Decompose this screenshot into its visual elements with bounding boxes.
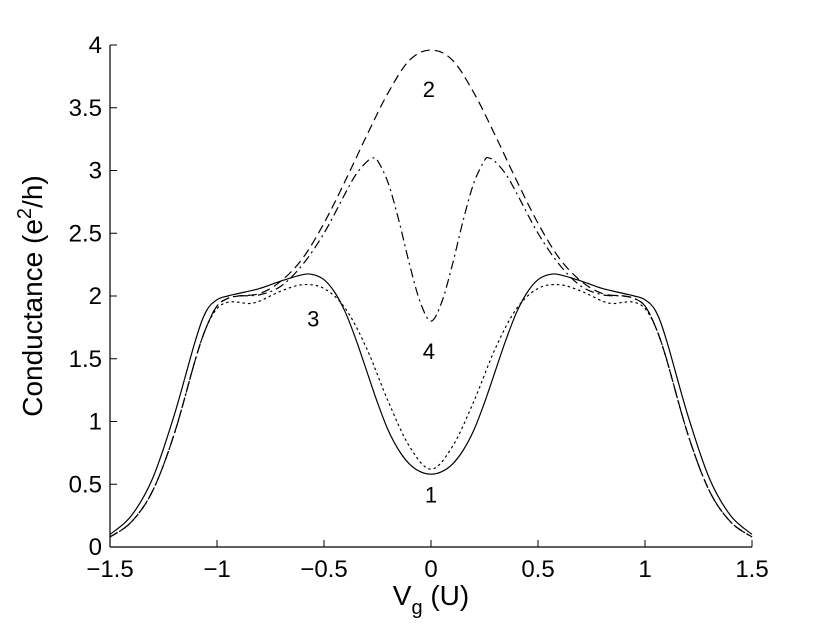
series-line-1-solid — [109, 273, 753, 535]
x-tick-label: 0.5 — [521, 556, 554, 583]
y-axis-label: Conductance (e2/h) — [14, 175, 48, 417]
x-tick-label: −1 — [203, 556, 230, 583]
y-tick-label: 0 — [89, 534, 102, 561]
y-tick-label: 2.5 — [69, 220, 102, 247]
x-axis-label: Vg (U) — [393, 580, 469, 619]
curve-label-2: 2 — [423, 77, 435, 102]
y-tick-label: 0.5 — [69, 471, 102, 498]
y-tick-label: 1 — [89, 409, 102, 436]
annotations-group: 1 2 3 4 — [307, 77, 437, 507]
curve-label-3: 3 — [307, 307, 319, 332]
y-axis-label-main: Conductance (e — [17, 219, 48, 417]
series-line-3-dotted — [109, 283, 753, 538]
y-tick-label: 4 — [89, 32, 102, 59]
series-line-2-dashed — [109, 49, 753, 538]
x-axis-label-subscript: g — [411, 597, 422, 619]
x-tick-label: 0 — [424, 556, 437, 583]
x-ticks-group: −1.5 −1 −0.5 0 0.5 1 1.5 — [86, 540, 769, 583]
y-tick-label: 3 — [89, 158, 102, 185]
y-axis-label-superscript: 2 — [14, 208, 36, 219]
x-tick-label: 1 — [638, 556, 651, 583]
y-ticks-group: 0 0.5 1 1.5 2 2.5 3 3.5 4 — [69, 32, 117, 561]
y-tick-label: 2 — [89, 283, 102, 310]
x-axis-label-main: V — [393, 580, 412, 611]
x-tick-label: 1.5 — [735, 556, 768, 583]
x-tick-label: −0.5 — [300, 556, 347, 583]
curve-label-1: 1 — [425, 482, 437, 507]
axes-group — [109, 45, 752, 548]
y-tick-label: 3.5 — [69, 95, 102, 122]
curves-group — [109, 49, 753, 538]
series-line-4-dashdot — [109, 156, 753, 538]
x-axis-label-unit: (U) — [423, 580, 470, 611]
y-axis-label-unit: /h) — [17, 175, 48, 208]
x-tick-label: −1.5 — [86, 556, 133, 583]
curve-label-4: 4 — [423, 339, 435, 364]
y-tick-label: 1.5 — [69, 346, 102, 373]
